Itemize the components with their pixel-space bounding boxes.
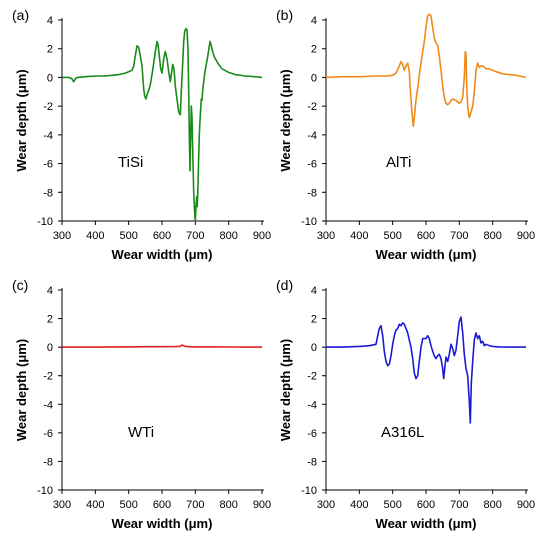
- x-axis-title: Wear width (μm): [112, 247, 213, 262]
- x-tick-label: 600: [153, 499, 171, 511]
- y-tick-label: -8: [307, 456, 317, 468]
- sample-label: A316L: [381, 424, 424, 441]
- y-axis-title: Wear depth (μm): [14, 339, 29, 441]
- y-tick-label: 4: [47, 285, 53, 297]
- x-tick-label: 500: [119, 499, 137, 511]
- y-tick-label: 4: [47, 15, 53, 27]
- x-tick-label: 300: [53, 499, 71, 511]
- y-tick-label: 0: [47, 342, 53, 354]
- y-tick-label: -10: [37, 485, 53, 497]
- series-line-1: [62, 344, 262, 348]
- y-tick-label: 0: [311, 72, 317, 84]
- y-axis-title: Wear depth (μm): [14, 69, 29, 171]
- x-tick-label: 900: [253, 499, 271, 511]
- panel-label: (d): [276, 277, 293, 293]
- x-axis-title: Wear width (μm): [112, 516, 213, 531]
- x-tick-label: 400: [86, 230, 104, 242]
- y-tick-label: -8: [43, 456, 53, 468]
- y-tick-label: -4: [307, 399, 317, 411]
- y-tick-label: -4: [43, 399, 53, 411]
- x-axis-title: Wear width (μm): [376, 516, 477, 531]
- x-tick-label: 600: [153, 230, 171, 242]
- x-tick-label: 700: [186, 230, 204, 242]
- sample-label: AlTi: [386, 154, 411, 171]
- panel-label: (b): [276, 7, 293, 23]
- y-tick-label: -8: [307, 187, 317, 199]
- y-tick-label: -4: [307, 130, 317, 142]
- x-tick-label: 400: [350, 499, 368, 511]
- x-tick-label: 300: [317, 499, 335, 511]
- x-tick-label: 700: [186, 499, 204, 511]
- x-tick-label: 500: [119, 230, 137, 242]
- y-tick-label: 0: [311, 342, 317, 354]
- series-line-1: [326, 316, 526, 424]
- series-line-1: [62, 27, 263, 222]
- x-tick-label: 300: [53, 230, 71, 242]
- x-tick-label: 600: [417, 230, 435, 242]
- series-line-1: [325, 13, 527, 127]
- x-tick-label: 900: [253, 230, 271, 242]
- x-tick-label: 700: [450, 499, 468, 511]
- y-axis-title: Wear depth (μm): [278, 339, 293, 441]
- y-tick-label: -6: [307, 428, 317, 440]
- x-tick-label: 800: [219, 499, 237, 511]
- x-tick-label: 900: [517, 499, 535, 511]
- panel-label: (a): [12, 7, 29, 23]
- y-tick-label: -4: [43, 130, 53, 142]
- y-tick-label: -8: [43, 187, 53, 199]
- y-tick-label: -10: [37, 216, 53, 228]
- y-tick-label: -6: [307, 159, 317, 171]
- x-tick-label: 500: [383, 499, 401, 511]
- sample-label: TiSi: [118, 154, 143, 171]
- y-tick-label: -6: [43, 428, 53, 440]
- x-tick-label: 800: [483, 230, 501, 242]
- y-tick-label: 2: [311, 44, 317, 56]
- y-tick-label: -10: [301, 216, 317, 228]
- x-axis-title: Wear width (μm): [376, 247, 477, 262]
- y-tick-label: 4: [311, 15, 317, 27]
- y-tick-label: -6: [43, 159, 53, 171]
- x-tick-label: 700: [450, 230, 468, 242]
- x-tick-label: 400: [350, 230, 368, 242]
- y-tick-label: -10: [301, 485, 317, 497]
- y-tick-label: 0: [47, 72, 53, 84]
- y-tick-label: -2: [43, 101, 53, 113]
- x-tick-label: 300: [317, 230, 335, 242]
- y-axis-title: Wear depth (μm): [278, 69, 293, 171]
- x-tick-label: 800: [219, 230, 237, 242]
- panel-label: (c): [12, 277, 28, 293]
- y-tick-label: 2: [311, 314, 317, 326]
- x-tick-label: 500: [383, 230, 401, 242]
- x-tick-label: 900: [517, 230, 535, 242]
- x-tick-label: 800: [483, 499, 501, 511]
- x-tick-label: 400: [86, 499, 104, 511]
- y-tick-label: 2: [47, 44, 53, 56]
- y-tick-label: 2: [47, 314, 53, 326]
- y-tick-label: -2: [307, 101, 317, 113]
- y-tick-label: -2: [307, 371, 317, 383]
- y-tick-label: -2: [43, 371, 53, 383]
- y-tick-label: 4: [311, 285, 317, 297]
- x-tick-label: 600: [417, 499, 435, 511]
- sample-label: WTi: [128, 424, 154, 441]
